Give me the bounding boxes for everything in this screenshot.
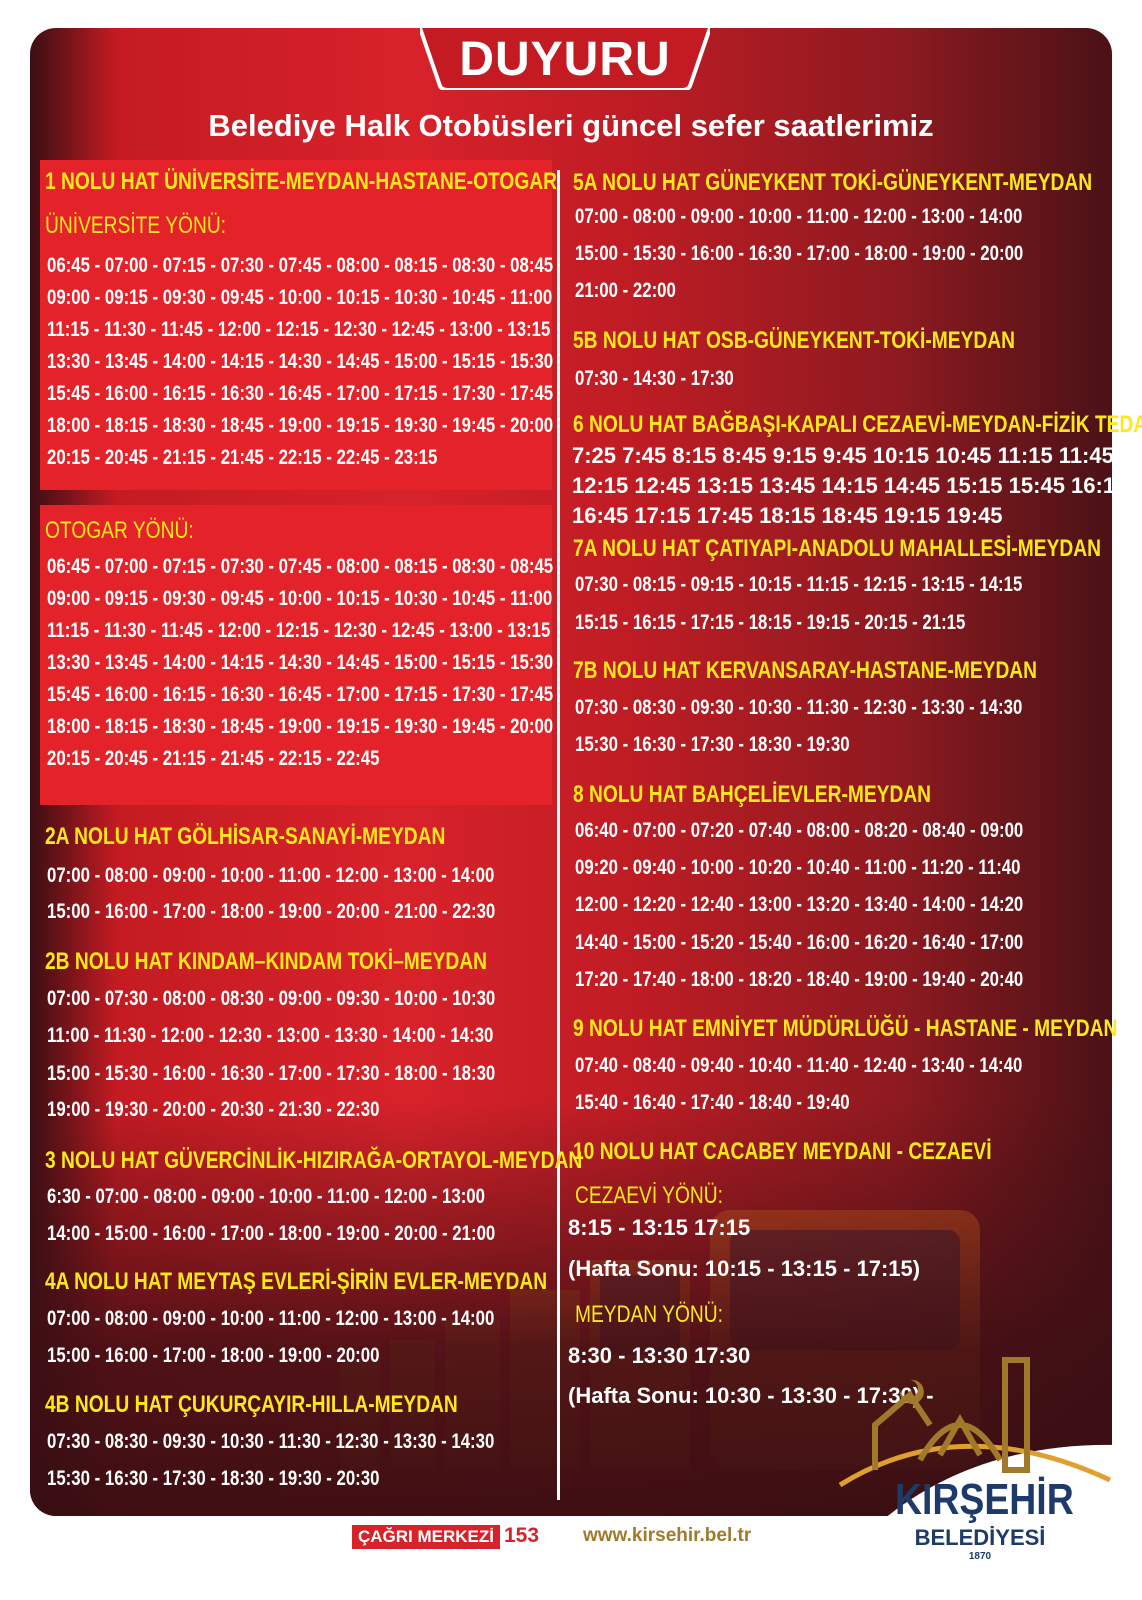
time-row: 13:30 - 13:45 - 14:00 - 14:15 - 14:30 - … bbox=[47, 350, 554, 373]
time-row: 19:00 - 19:30 - 20:00 - 20:30 - 21:30 - … bbox=[47, 1098, 380, 1121]
weekend-times: (Hafta Sonu: 10:15 - 13:15 - 17:15) bbox=[568, 1256, 921, 1281]
time-row: 07:00 - 08:00 - 09:00 - 10:00 - 11:00 - … bbox=[47, 1307, 495, 1330]
time-row: 15:15 - 16:15 - 17:15 - 18:15 - 19:15 - … bbox=[575, 611, 966, 634]
time-row: 15:00 - 15:30 - 16:00 - 16:30 - 17:00 - … bbox=[47, 1062, 496, 1085]
time-row: 07:00 - 08:00 - 09:00 - 10:00 - 11:00 - … bbox=[47, 864, 495, 887]
time-row: 15:45 - 16:00 - 16:15 - 16:30 - 16:45 - … bbox=[47, 382, 554, 405]
page-subtitle: Belediye Halk Otobüsleri güncel sefer sa… bbox=[208, 108, 934, 143]
logo-subtitle: BELEDİYESİ bbox=[914, 1525, 1046, 1550]
time-row: 16:45 17:15 17:45 18:15 18:45 19:15 19:4… bbox=[572, 503, 1003, 528]
schedule-box bbox=[40, 160, 552, 490]
route-heading: 4A NOLU HAT MEYTAŞ EVLERİ-ŞİRİN EVLER-ME… bbox=[45, 1268, 548, 1295]
time-row: 14:40 - 15:00 - 15:20 - 15:40 - 16:00 - … bbox=[575, 931, 1024, 954]
time-row: 13:30 - 13:45 - 14:00 - 14:15 - 14:30 - … bbox=[47, 651, 554, 674]
route-heading: 5A NOLU HAT GÜNEYKENT TOKİ-GÜNEYKENT-MEY… bbox=[573, 169, 1093, 196]
time-row: 07:00 - 07:30 - 08:00 - 08:30 - 09:00 - … bbox=[47, 987, 496, 1010]
time-row: 21:00 - 22:00 bbox=[575, 279, 676, 302]
logo-year: 1870 bbox=[968, 1551, 992, 1562]
time-row: 09:00 - 09:15 - 09:30 - 09:45 - 10:00 - … bbox=[47, 587, 553, 610]
route-heading: 8 NOLU HAT BAHÇELİEVLER-MEYDAN bbox=[573, 781, 932, 808]
website-link[interactable]: www.kirsehir.bel.tr bbox=[583, 1525, 752, 1546]
time-row: 12:15 12:45 13:15 13:45 14:15 14:45 15:1… bbox=[572, 473, 1128, 498]
weekend-times: (Hafta Sonu: 10:30 - 13:30 - 17:30) - bbox=[568, 1383, 934, 1408]
route-heading: 2A NOLU HAT GÖLHİSAR-SANAYİ-MEYDAN bbox=[45, 823, 446, 850]
municipality-logo bbox=[810, 1357, 1120, 1600]
time-row: 18:00 - 18:15 - 18:30 - 18:45 - 19:00 - … bbox=[47, 715, 554, 738]
page-title: DUYURU bbox=[459, 33, 671, 86]
time-row: 8:30 - 13:30 17:30 bbox=[568, 1343, 751, 1368]
route-heading: 3 NOLU HAT GÜVERCİNLİK-HIZIRAĞA-ORTAYOL-… bbox=[45, 1147, 583, 1174]
time-row: 15:30 - 16:30 - 17:30 - 18:30 - 19:30 - … bbox=[47, 1467, 380, 1490]
time-row: 20:15 - 20:45 - 21:15 - 21:45 - 22:15 - … bbox=[47, 747, 380, 770]
time-row: 06:40 - 07:00 - 07:20 - 07:40 - 08:00 - … bbox=[575, 819, 1024, 842]
time-row: 15:00 - 15:30 - 16:00 - 16:30 - 17:00 - … bbox=[575, 242, 1024, 265]
direction-label: CEZAEVİ YÖNÜ: bbox=[575, 1182, 723, 1209]
time-row: 07:30 - 08:30 - 09:30 - 10:30 - 11:30 - … bbox=[575, 696, 1023, 719]
time-row: 09:00 - 09:15 - 09:30 - 09:45 - 10:00 - … bbox=[47, 286, 553, 309]
logo-name: KIRŞEHİR bbox=[895, 1475, 1074, 1524]
time-row: 11:15 - 11:30 - 11:45 - 12:00 - 12:15 - … bbox=[47, 619, 551, 642]
route-heading: 9 NOLU HAT EMNİYET MÜDÜRLÜĞÜ - HASTANE -… bbox=[573, 1015, 1118, 1042]
schedule-box bbox=[40, 505, 552, 805]
route-heading: 2B NOLU HAT KINDAM–KINDAM TOKİ–MEYDAN bbox=[45, 948, 487, 975]
time-row: 07:30 - 08:15 - 09:15 - 10:15 - 11:15 - … bbox=[575, 573, 1023, 596]
time-row: 15:30 - 16:30 - 17:30 - 18:30 - 19:30 bbox=[575, 733, 850, 756]
time-row: 15:45 - 16:00 - 16:15 - 16:30 - 16:45 - … bbox=[47, 683, 554, 706]
time-row: 14:00 - 15:00 - 16:00 - 17:00 - 18:00 - … bbox=[47, 1222, 496, 1245]
time-row: 06:45 - 07:00 - 07:15 - 07:30 - 07:45 - … bbox=[47, 555, 554, 578]
time-row: 07:30 - 14:30 - 17:30 bbox=[575, 367, 734, 390]
column-divider bbox=[557, 170, 560, 1500]
time-row: 11:15 - 11:30 - 11:45 - 12:00 - 12:15 - … bbox=[47, 318, 551, 341]
route-heading: 4B NOLU HAT ÇUKURÇAYIR-HILLA-MEYDAN bbox=[45, 1391, 458, 1418]
route-heading: 6 NOLU HAT BAĞBAŞI-KAPALI CEZAEVİ-MEYDAN… bbox=[573, 411, 1142, 438]
title-tab bbox=[420, 28, 710, 90]
time-row: 20:15 - 20:45 - 21:15 - 21:45 - 22:15 - … bbox=[47, 446, 438, 469]
time-row: 06:45 - 07:00 - 07:15 - 07:30 - 07:45 - … bbox=[47, 254, 554, 277]
time-row: 09:20 - 09:40 - 10:00 - 10:20 - 10:40 - … bbox=[575, 856, 1021, 879]
time-row: 15:00 - 16:00 - 17:00 - 18:00 - 19:00 - … bbox=[47, 900, 496, 923]
time-row: 07:40 - 08:40 - 09:40 - 10:40 - 11:40 - … bbox=[575, 1054, 1023, 1077]
time-row: 17:20 - 17:40 - 18:00 - 18:20 - 18:40 - … bbox=[575, 968, 1024, 991]
direction-label: OTOGAR YÖNÜ: bbox=[45, 517, 194, 544]
call-center-number[interactable]: 153 bbox=[504, 1524, 540, 1547]
direction-label: ÜNİVERSİTE YÖNÜ: bbox=[45, 212, 227, 239]
route-heading: 1 NOLU HAT ÜNİVERSİTE-MEYDAN-HASTANE-OTO… bbox=[45, 168, 558, 195]
time-row: 15:40 - 16:40 - 17:40 - 18:40 - 19:40 bbox=[575, 1091, 850, 1114]
time-row: 07:30 - 08:30 - 09:30 - 10:30 - 11:30 - … bbox=[47, 1430, 495, 1453]
time-row: 11:00 - 11:30 - 12:00 - 12:30 - 13:00 - … bbox=[47, 1024, 494, 1047]
time-row: 6:30 - 07:00 - 08:00 - 09:00 - 10:00 - 1… bbox=[47, 1185, 485, 1208]
time-row: 18:00 - 18:15 - 18:30 - 18:45 - 19:00 - … bbox=[47, 414, 554, 437]
call-center-label: ÇAĞRI MERKEZİ bbox=[352, 1525, 500, 1549]
route-heading: 10 NOLU HAT CACABEY MEYDANI - CEZAEVİ bbox=[573, 1138, 992, 1165]
route-heading: 7B NOLU HAT KERVANSARAY-HASTANE-MEYDAN bbox=[573, 657, 1038, 684]
call-center: ÇAĞRI MERKEZİ 153 bbox=[352, 1524, 540, 1549]
time-row: 8:15 - 13:15 17:15 bbox=[568, 1215, 751, 1240]
time-row: 07:00 - 08:00 - 09:00 - 10:00 - 11:00 - … bbox=[575, 205, 1023, 228]
route-heading: 7A NOLU HAT ÇATIYAPI-ANADOLU MAHALLESİ-M… bbox=[573, 535, 1101, 562]
route-heading: 5B NOLU HAT OSB-GÜNEYKENT-TOKİ-MEYDAN bbox=[573, 327, 1015, 354]
time-row: 15:00 - 16:00 - 17:00 - 18:00 - 19:00 - … bbox=[47, 1344, 380, 1367]
time-row: 12:00 - 12:20 - 12:40 - 13:00 - 13:20 - … bbox=[575, 893, 1024, 916]
direction-label: MEYDAN YÖNÜ: bbox=[575, 1301, 723, 1328]
time-row: 7:25 7:45 8:15 8:45 9:15 9:45 10:15 10:4… bbox=[572, 443, 1114, 468]
